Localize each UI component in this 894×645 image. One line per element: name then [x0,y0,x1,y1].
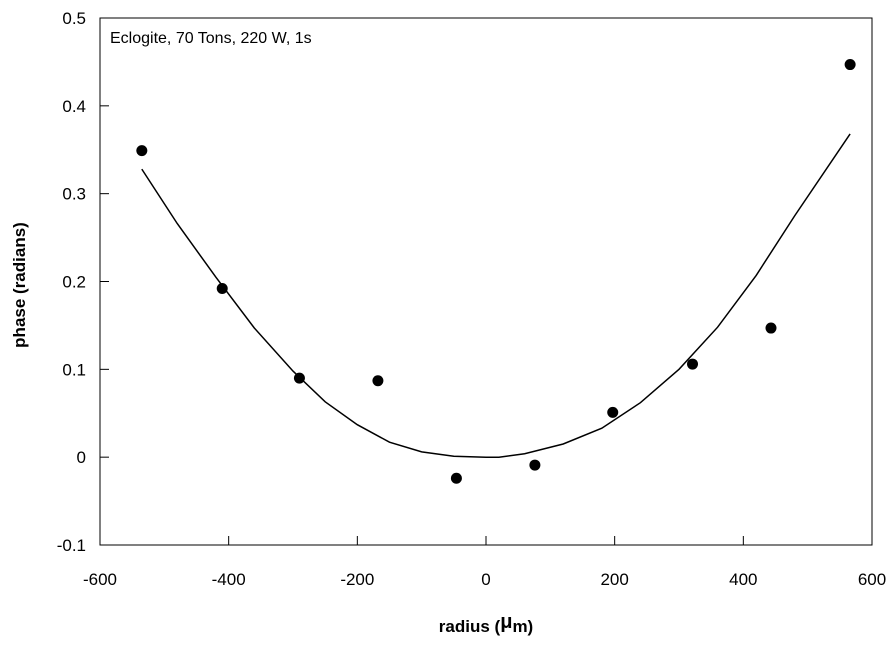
data-point [607,406,619,418]
y-tick-label: 0.4 [62,97,86,116]
fit-curve [141,133,851,458]
x-tick-label: -600 [83,570,117,589]
x-tick-label: 400 [729,570,757,589]
data-point [687,358,699,370]
data-point [136,145,148,157]
y-tick-label: -0.1 [57,536,86,555]
data-points-layer [136,59,856,484]
y-tick-label: 0.3 [62,185,86,204]
x-tick-label: -200 [340,570,374,589]
x-tick-label: 0 [481,570,490,589]
data-point [529,459,541,471]
x-tick-label: 600 [858,570,886,589]
data-point [216,283,228,295]
data-point [765,322,777,334]
x-tick-label: 200 [600,570,628,589]
data-point [450,472,462,484]
y-tick-label: 0.1 [62,360,86,379]
data-point [844,59,856,71]
data-point [372,375,384,387]
y-axis-ticks: -0.1 0 0.1 0.2 0.3 0.4 0.5 [57,9,109,555]
plot-frame [99,17,873,546]
x-axis-title: radius (μm) [439,611,533,636]
y-tick-label: 0.2 [62,273,86,292]
x-axis-title-suffix: m) [512,617,533,636]
x-axis-title-mu: μ [500,611,512,633]
x-tick-label: -400 [212,570,246,589]
y-axis-title: phase (radians) [10,222,29,348]
chart-annotation: Eclogite, 70 Tons, 220 W, 1s [110,30,312,47]
data-point [293,372,305,384]
x-axis-title-prefix: radius ( [439,617,501,636]
fit-curve-layer [141,133,851,458]
y-tick-label: 0.5 [62,9,86,28]
x-axis-ticks: -600 -400 -200 0 200 400 600 [83,536,886,589]
y-tick-label: 0 [77,448,86,467]
